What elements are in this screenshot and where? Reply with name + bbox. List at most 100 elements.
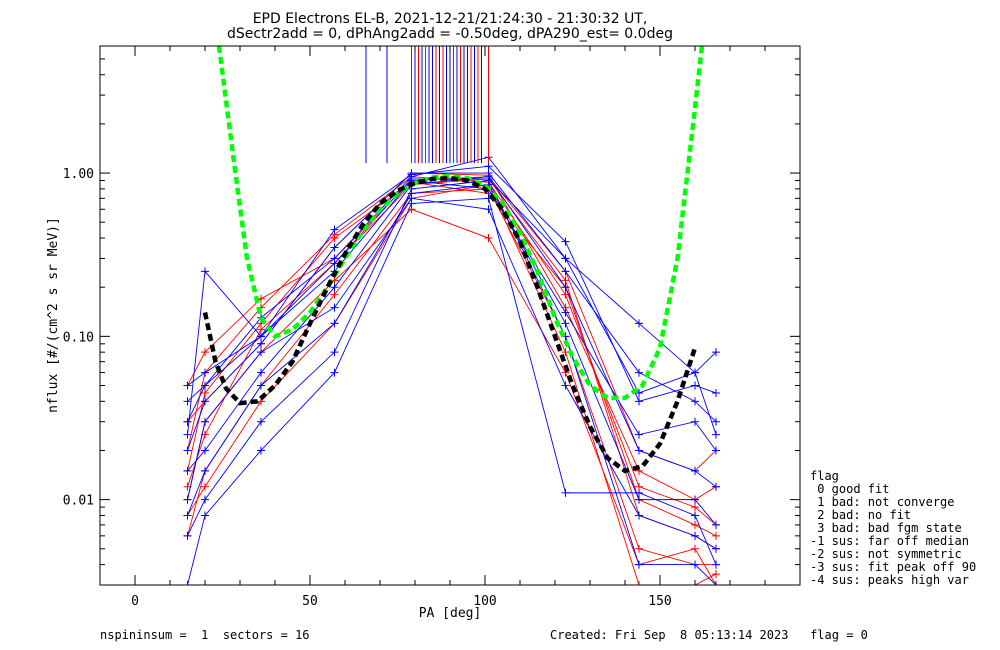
- legend-title: flag: [810, 469, 839, 483]
- blue-series-point-2-2: [257, 417, 265, 426]
- blue-series-point-8-2: [257, 381, 265, 390]
- blue-series-point-7-2: [257, 339, 265, 348]
- red-series-point-2-7: [635, 544, 643, 553]
- blue-series-line-8: [187, 184, 717, 526]
- blue-series-point-2-8: [691, 560, 699, 569]
- red-series-point-6-7: [635, 581, 643, 585]
- footer-spin-info: nspininsum = 1 sectors = 16: [100, 628, 310, 642]
- blue-series-point-8-1: [201, 466, 209, 475]
- blue-series-point-8-9: [712, 520, 720, 529]
- blue-series-line-5: [187, 197, 717, 550]
- axis-layer: 0 50 100 150 1.00 0.10 0.01: [63, 45, 801, 609]
- red-series-line-1: [187, 176, 717, 526]
- blue-series-point-0-9: [712, 388, 720, 397]
- blue-series-point-5-2: [257, 348, 265, 357]
- blue-series-point-7-7: [635, 368, 643, 377]
- blue-series-point-3-0: [183, 466, 192, 475]
- blue-series-point-3-6: [561, 283, 570, 292]
- blue-series-point-2-7: [635, 560, 643, 569]
- red-series-point-3-1: [201, 348, 209, 357]
- blue-series-point-9-4: [407, 174, 416, 183]
- blue-series-point-7-0: [183, 446, 192, 455]
- y-axis-label: nflux [#/(cm^2 s sr MeV)]: [46, 217, 61, 413]
- black-fit-curve: [202, 175, 698, 474]
- blue-series-line-7: [187, 172, 717, 451]
- x-tick-label: 50: [302, 594, 318, 609]
- blue-series-point-8-6: [561, 319, 570, 328]
- blue-series-point-1-7: [635, 319, 643, 328]
- blue-series-point-5-0: [183, 495, 192, 504]
- blue-series-point-3-8: [691, 466, 699, 475]
- chart-subtitle: dSectr2add = 0, dPhAng2add = -0.50deg, d…: [227, 26, 673, 42]
- y-tick-label: 0.10: [63, 330, 94, 345]
- blue-series-point-4-1: [201, 368, 209, 377]
- blue-series-point-5-9: [712, 544, 720, 553]
- blue-series-line-6: [187, 197, 717, 585]
- red-series-point-7-1: [201, 388, 209, 397]
- blue-series-point-7-8: [691, 397, 699, 406]
- blue-series-point-9-5: [484, 174, 493, 183]
- blue-series-point-9-9: [712, 430, 720, 439]
- blue-series-point-9-8: [691, 368, 699, 377]
- blue-series-point-0-1: [201, 267, 209, 276]
- legend-item: 2 bad: no fit: [810, 508, 912, 522]
- red-series-point-4-8: [691, 544, 699, 553]
- blue-series-point-0-6: [561, 237, 570, 246]
- blue-series-point-6-6: [561, 488, 570, 497]
- red-series-line-7: [187, 181, 717, 537]
- blue-series-line-1: [187, 156, 717, 402]
- blue-series-point-6-4: [407, 199, 416, 208]
- blue-series-point-5-1: [201, 417, 209, 426]
- x-tick-label: 100: [473, 594, 496, 609]
- red-series-point-0-6: [561, 276, 570, 285]
- red-series-line-6: [187, 184, 717, 585]
- blue-series-point-6-0: [183, 581, 192, 585]
- blue-series-point-6-3: [330, 368, 339, 377]
- blue-series-point-8-7: [635, 495, 643, 504]
- blue-series-point-0-0: [183, 430, 192, 439]
- red-series-point-7-3: [330, 234, 339, 243]
- blue-series-line-4: [187, 180, 717, 451]
- blue-series-point-9-3: [330, 259, 339, 268]
- chart-title: EPD Electrons EL-B, 2021-12-21/21:24:30 …: [253, 11, 648, 27]
- blue-series-point-0-5: [484, 162, 493, 171]
- legend-item: 1 bad: not converge: [810, 495, 955, 509]
- blue-series-line-2: [187, 180, 717, 585]
- blue-series-point-6-1: [201, 511, 209, 520]
- blue-series-point-4-8: [691, 417, 699, 426]
- red-series-point-6-9: [712, 570, 720, 579]
- red-series-point-6-1: [201, 482, 209, 491]
- blue-series-point-7-1: [201, 397, 209, 406]
- red-series-point-1-8: [691, 503, 699, 512]
- blue-series-point-4-0: [183, 381, 192, 390]
- blue-series-point-4-9: [712, 446, 720, 455]
- blue-series-line-9: [187, 178, 717, 435]
- y-tick-label: 1.00: [63, 167, 94, 182]
- legend-item: -4 sus: peaks high var: [810, 573, 969, 587]
- blue-series-point-4-6: [561, 308, 570, 317]
- footer-created: Created: Fri Sep 8 05:13:14 2023 flag = …: [550, 628, 868, 642]
- y-tick-label: 0.01: [63, 494, 94, 509]
- green-fit-curve: [216, 46, 705, 401]
- blue-series-point-8-0: [183, 511, 192, 520]
- series-layer: [183, 46, 720, 585]
- blue-series-line-0: [187, 165, 717, 435]
- red-series-point-7-9: [712, 531, 720, 540]
- blue-series-point-2-9: [712, 581, 720, 585]
- blue-series-point-9-2: [257, 332, 265, 341]
- blue-series-point-5-3: [330, 303, 339, 312]
- blue-series-point-3-2: [257, 368, 265, 377]
- fit-layer: [202, 46, 705, 474]
- blue-series-point-8-8: [691, 495, 699, 504]
- blue-series-point-8-3: [330, 319, 339, 328]
- red-series-point-2-3: [330, 290, 339, 299]
- blue-series-point-5-7: [635, 511, 643, 520]
- x-tick-label: 0: [131, 594, 139, 609]
- blue-series-point-4-7: [635, 430, 643, 439]
- blue-series-point-9-1: [201, 381, 209, 390]
- blue-series-line-3: [187, 176, 717, 488]
- legend-item: 3 bad: bad fgm state: [810, 521, 962, 535]
- blue-series-point-1-9: [712, 348, 720, 357]
- blue-series-point-3-3: [330, 283, 339, 292]
